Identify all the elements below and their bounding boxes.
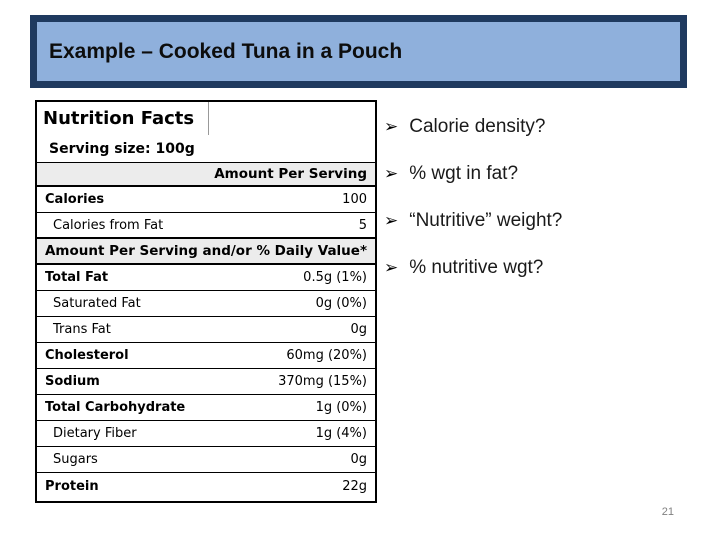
table-row: Total Fat 0.5g (1%) <box>37 265 375 291</box>
table-row: Total Carbohydrate 1g (0%) <box>37 395 375 421</box>
serving-size-text: Serving size: 100g <box>49 140 195 157</box>
arrow-bullet-icon: ➢ <box>384 211 399 230</box>
row-value: 100 <box>342 192 367 207</box>
section-header-amount-per-serving: Amount Per Serving <box>37 163 375 187</box>
table-row: Sugars 0g <box>37 447 375 473</box>
row-label: Trans Fat <box>53 322 111 337</box>
row-label: Calories from Fat <box>53 217 164 233</box>
row-value: 370mg (15%) <box>278 374 367 389</box>
nutrition-header-cell: Nutrition Facts <box>37 102 209 135</box>
list-item: ➢ % nutritive wgt? <box>384 255 694 280</box>
list-item: ➢ % wgt in fat? <box>384 161 694 186</box>
list-item: ➢ “Nutritive” weight? <box>384 208 694 233</box>
row-label: Total Carbohydrate <box>45 400 186 415</box>
arrow-bullet-icon: ➢ <box>384 258 399 277</box>
row-value: 1g (4%) <box>315 426 367 441</box>
serving-size-row: Serving size: 100g <box>37 135 375 163</box>
section-header-text: Amount Per Serving and/or % Daily Value* <box>44 243 368 259</box>
row-label: Calories <box>45 192 105 207</box>
table-row: Dietary Fiber 1g (4%) <box>37 421 375 447</box>
slide-page-number: 21 <box>661 506 674 518</box>
row-value: 1g (0%) <box>315 400 367 415</box>
row-value: 0g <box>350 322 367 337</box>
table-row: Calories 100 <box>37 187 375 213</box>
arrow-bullet-icon: ➢ <box>384 117 399 136</box>
nutrition-facts-label: Nutrition Facts Serving size: 100g Amoun… <box>35 100 377 503</box>
row-value: 22g <box>342 478 367 494</box>
row-label: Dietary Fiber <box>53 426 137 441</box>
row-label: Cholesterol <box>45 348 129 363</box>
table-row: Sodium 370mg (15%) <box>37 369 375 395</box>
list-item-text: % nutritive wgt? <box>409 256 544 278</box>
row-label: Sodium <box>45 374 100 389</box>
section-header-daily-value: Amount Per Serving and/or % Daily Value* <box>37 239 375 265</box>
row-value: 0.5g (1%) <box>303 270 367 285</box>
row-value: 60mg (20%) <box>286 348 367 363</box>
page-title: Example – Cooked Tuna in a Pouch <box>49 39 403 63</box>
title-banner-fill: Example – Cooked Tuna in a Pouch <box>37 22 680 81</box>
list-item: ➢ Calorie density? <box>384 114 694 139</box>
section-header-text: Amount Per Serving <box>214 166 367 182</box>
title-banner: Example – Cooked Tuna in a Pouch <box>30 15 687 88</box>
nutrition-facts-heading: Nutrition Facts <box>43 108 195 129</box>
list-item-text: Calorie density? <box>409 115 546 137</box>
list-item-text: % wgt in fat? <box>409 162 519 184</box>
nutrition-header-row: Nutrition Facts <box>37 102 375 135</box>
table-row: Trans Fat 0g <box>37 317 375 343</box>
row-label: Total Fat <box>45 270 109 285</box>
table-row: Calories from Fat 5 <box>37 213 375 239</box>
list-item-text: “Nutritive” weight? <box>409 209 563 231</box>
table-row: Protein 22g <box>37 473 375 499</box>
arrow-bullet-icon: ➢ <box>384 164 399 183</box>
row-label: Saturated Fat <box>53 296 141 311</box>
row-value: 0g (0%) <box>315 296 367 311</box>
row-label: Protein <box>45 478 99 494</box>
row-label: Sugars <box>53 452 98 467</box>
row-value: 5 <box>358 217 367 233</box>
question-list: ➢ Calorie density? ➢ % wgt in fat? ➢ “Nu… <box>384 114 694 302</box>
table-row: Saturated Fat 0g (0%) <box>37 291 375 317</box>
row-value: 0g <box>350 452 367 467</box>
table-row: Cholesterol 60mg (20%) <box>37 343 375 369</box>
